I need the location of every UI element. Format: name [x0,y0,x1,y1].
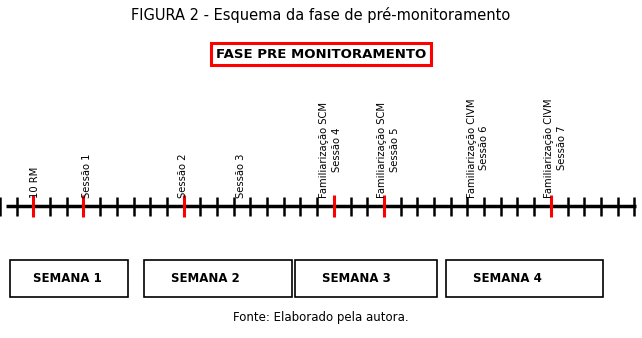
Text: Familiarização SCM
Sessão 4: Familiarização SCM Sessão 4 [320,102,342,198]
FancyBboxPatch shape [295,260,437,297]
Text: Sessão 1: Sessão 1 [82,153,92,198]
Text: 10 RM: 10 RM [30,167,40,198]
FancyBboxPatch shape [446,260,603,297]
Text: SEMANA 1: SEMANA 1 [33,272,102,285]
Text: SEMANA 4: SEMANA 4 [473,272,542,285]
FancyBboxPatch shape [10,260,128,297]
Text: SEMANA 2: SEMANA 2 [171,272,240,285]
Text: Familiarização SCM
Sessão 5: Familiarização SCM Sessão 5 [377,102,399,198]
Text: SEMANA 3: SEMANA 3 [322,272,391,285]
Text: Familiarização CIVM
Sessão 7: Familiarização CIVM Sessão 7 [544,98,566,198]
Text: Fonte: Elaborado pela autora.: Fonte: Elaborado pela autora. [233,311,409,324]
FancyBboxPatch shape [144,260,292,297]
Text: Sessão 3: Sessão 3 [236,153,246,198]
Text: Familiarização CIVM
Sessão 6: Familiarização CIVM Sessão 6 [467,98,489,198]
Text: Sessão 2: Sessão 2 [178,153,188,198]
Text: FASE PRE MONITORAMENTO: FASE PRE MONITORAMENTO [216,48,426,61]
Text: FIGURA 2 - Esquema da fase de pré-monitoramento: FIGURA 2 - Esquema da fase de pré-monito… [132,7,510,23]
